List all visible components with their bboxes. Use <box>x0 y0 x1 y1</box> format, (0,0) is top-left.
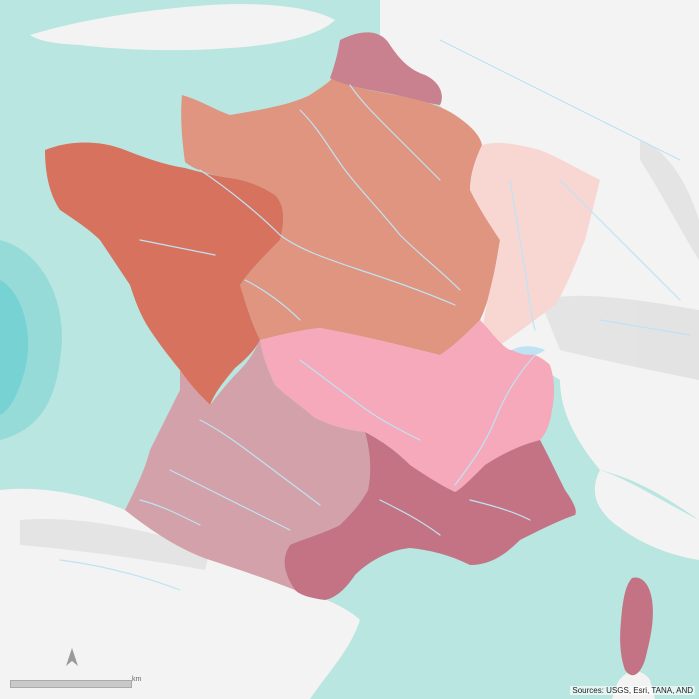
region-mediterranean[interactable] <box>284 432 576 600</box>
scale-bar <box>10 680 132 688</box>
scale-bar-unit: km <box>132 676 142 683</box>
land-italy <box>594 470 699 560</box>
region-seine[interactable] <box>181 78 500 355</box>
region-corsica[interactable] <box>620 577 653 676</box>
region-north[interactable] <box>330 32 442 106</box>
region-adour-garonne[interactable] <box>125 340 371 590</box>
river-network <box>59 39 691 591</box>
region-rhine-meuse[interactable] <box>470 142 600 351</box>
land-britain <box>30 4 335 51</box>
north-arrow-icon <box>66 648 78 666</box>
lake-geneva <box>512 346 545 355</box>
attribution-text: Sources: USGS, Esri, TANA, AND <box>570 686 695 695</box>
atlantic-deep-water-2 <box>0 280 29 415</box>
region-loire-west[interactable] <box>45 142 284 406</box>
relief-shading <box>20 140 699 570</box>
